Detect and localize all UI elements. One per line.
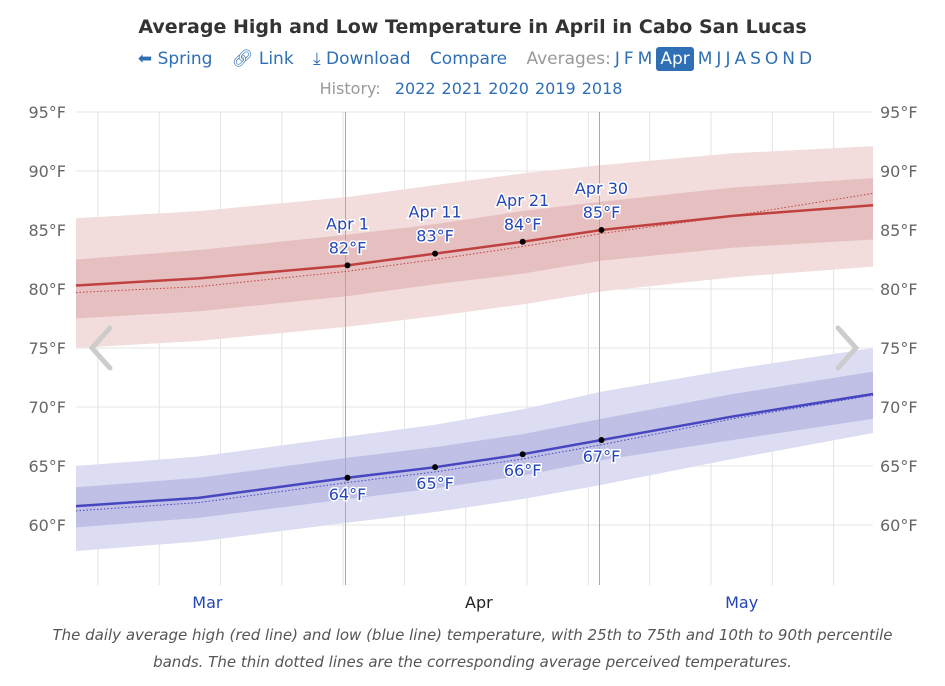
history-bar: History: 2022 2021 2020 2019 2018	[0, 79, 945, 98]
history-years: 2022 2021 2020 2019 2018	[392, 79, 626, 98]
month-link-6[interactable]: J	[725, 49, 731, 69]
month-link-10[interactable]: N	[782, 49, 795, 69]
low-temp-label: 66°F	[504, 461, 542, 480]
month-link-8[interactable]: S	[750, 49, 761, 69]
compare-link[interactable]: Compare	[429, 49, 508, 69]
high-point	[598, 227, 605, 233]
history-year-link[interactable]: 2021	[441, 79, 483, 98]
download-icon: ⤓	[313, 49, 321, 69]
month-link-3[interactable]: Apr	[656, 47, 694, 71]
y-tick-label-left: 70°F	[28, 398, 66, 417]
high-date-label: Apr 30	[575, 179, 628, 198]
low-mean-line	[75, 392, 874, 508]
y-tick-label-right: 65°F	[880, 457, 918, 476]
averages-label: Averages:	[526, 49, 611, 69]
link-icon: 🔗︎	[231, 49, 254, 69]
y-tick-label-left: 65°F	[28, 457, 66, 476]
x-tick-label-mar: Mar	[192, 593, 223, 612]
high-mean-line	[75, 203, 874, 287]
download-button[interactable]: ⤓ Download	[313, 49, 411, 69]
y-tick-label-right: 60°F	[880, 516, 918, 535]
high-temp-label: 85°F	[583, 203, 621, 222]
spring-link[interactable]: ⬅ Spring	[137, 49, 213, 69]
month-selector: J F M Apr M J J A S O N D	[613, 47, 814, 71]
y-tick-label-left: 60°F	[28, 516, 66, 535]
high-date-label: Apr 11	[409, 203, 462, 222]
y-tick-label-right: 80°F	[880, 280, 918, 299]
y-tick-label-left: 85°F	[28, 221, 66, 240]
x-tick-label-apr: Apr	[465, 593, 493, 612]
month-link-5[interactable]: J	[716, 49, 722, 69]
month-link-1[interactable]: F	[623, 49, 634, 69]
history-year-link[interactable]: 2018	[581, 79, 623, 98]
page-title: Average High and Low Temperature in Apri…	[138, 16, 807, 38]
y-tick-label-right: 75°F	[880, 339, 918, 358]
low-point	[344, 474, 351, 481]
high-date-label: Apr 1	[326, 214, 369, 233]
history-label: History:	[319, 79, 381, 98]
low-point	[598, 437, 605, 444]
high-point	[432, 250, 439, 257]
high-point	[344, 262, 351, 269]
chart-caption: The daily average high (red line) and lo…	[52, 626, 893, 671]
month-link-0[interactable]: J	[614, 49, 620, 69]
link-button[interactable]: 🔗︎ Link	[231, 49, 294, 69]
history-year-link[interactable]: 2019	[534, 79, 576, 98]
low-perceived-line	[75, 394, 874, 512]
month-link-7[interactable]: A	[734, 49, 747, 69]
chevron-left-icon[interactable]	[88, 325, 113, 371]
low-point	[519, 451, 526, 458]
y-tick-label-left: 80°F	[28, 280, 66, 299]
y-tick-label-right: 85°F	[880, 221, 918, 240]
nav-bar: ⬅ Spring 🔗︎ Link ⤓ Download Compare Aver…	[0, 47, 945, 71]
high-temp-label: 84°F	[504, 215, 542, 234]
history-year-link[interactable]: 2020	[488, 79, 529, 98]
history-year-link[interactable]: 2022	[394, 79, 436, 98]
low-temp-label: 64°F	[329, 485, 367, 504]
y-tick-label-left: 75°F	[28, 339, 66, 358]
chevron-right-icon[interactable]	[835, 325, 860, 371]
low-temp-label: 67°F	[583, 447, 621, 466]
low-temp-label: 65°F	[416, 474, 454, 493]
high-temp-label: 83°F	[416, 227, 454, 246]
high-perceived-line	[75, 192, 874, 294]
y-tick-label-left: 95°F	[28, 103, 66, 122]
month-link-9[interactable]: O	[764, 49, 779, 69]
low-point	[432, 464, 439, 471]
y-tick-label-right: 90°F	[880, 162, 918, 181]
high-point	[519, 238, 526, 245]
high-temp-label: 82°F	[329, 238, 367, 257]
month-link-11[interactable]: D	[799, 49, 813, 69]
y-tick-label-right: 95°F	[880, 103, 918, 122]
month-link-2[interactable]: M	[637, 49, 653, 69]
y-tick-label-left: 90°F	[28, 162, 66, 181]
high-date-label: Apr 21	[496, 191, 549, 210]
y-tick-label-right: 70°F	[880, 398, 918, 417]
arrow-left-icon: ⬅	[137, 49, 153, 69]
month-link-4[interactable]: M	[697, 49, 713, 69]
x-tick-label-may: May	[725, 593, 758, 612]
